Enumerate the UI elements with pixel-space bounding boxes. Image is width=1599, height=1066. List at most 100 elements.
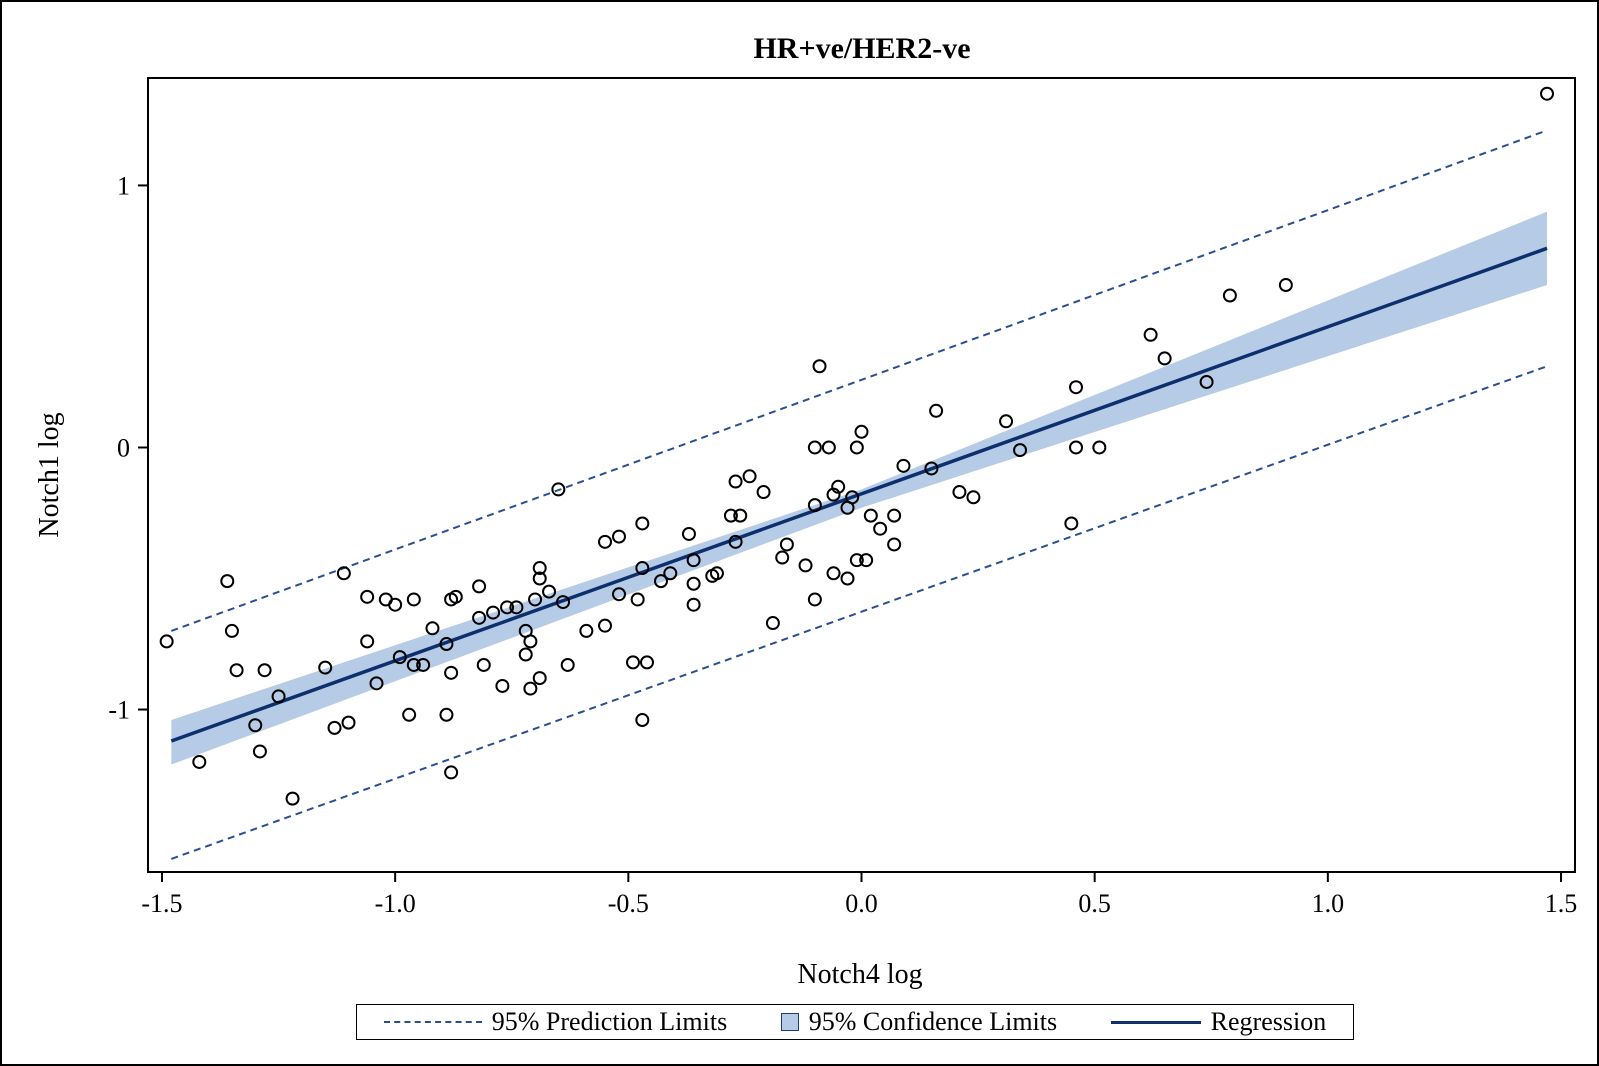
data-point [528, 592, 543, 607]
y-axis: -1 0 1 [108, 171, 148, 725]
data-point [444, 765, 459, 780]
legend-label-regression: Regression [1210, 1007, 1327, 1036]
data-point [686, 553, 701, 568]
data-point [523, 634, 538, 649]
data-point [663, 566, 678, 581]
data-point [859, 553, 874, 568]
data-point [612, 529, 627, 544]
data-point [807, 498, 822, 513]
data-point [336, 566, 351, 581]
confidence-band [171, 211, 1548, 765]
data-point [733, 508, 748, 523]
prediction-limit-lower [170, 365, 1548, 860]
data-point [686, 597, 701, 612]
data-point [849, 440, 864, 455]
data-point [318, 660, 333, 675]
data-point [812, 359, 827, 374]
data-point [630, 592, 645, 607]
data-point [224, 623, 239, 638]
data-point [271, 689, 286, 704]
regression-swatch [1110, 1020, 1201, 1024]
data-point [556, 595, 571, 610]
data-point [999, 414, 1014, 429]
x-tick-label: 0.0 [845, 889, 878, 918]
data-point [472, 579, 487, 594]
data-point [625, 655, 640, 670]
data-point [798, 558, 813, 573]
data-point [1069, 380, 1084, 395]
data-point [509, 600, 524, 615]
prediction-limit-upper [170, 129, 1548, 632]
data-point [532, 571, 547, 586]
y-axis-label: Notch1 log [34, 412, 65, 537]
data-point [887, 537, 902, 552]
data-point [1064, 516, 1079, 531]
x-tick-label: 1.0 [1312, 889, 1345, 918]
x-axis: -1.5 -1.0 -0.5 0.0 0.5 1.0 1.5 [141, 872, 1577, 918]
data-point [1199, 374, 1214, 389]
data-point [579, 623, 594, 638]
data-point [807, 592, 822, 607]
data-point [448, 589, 463, 604]
chart-title: HR+ve/HER2-ve [753, 32, 970, 65]
data-point [229, 663, 244, 678]
data-point [518, 647, 533, 662]
data-point [472, 610, 487, 625]
data-point [598, 534, 613, 549]
legend-item-confidence: 95% Confidence Limits [780, 1007, 1058, 1037]
data-point [406, 657, 421, 672]
regression-line [170, 246, 1548, 743]
data-point [402, 707, 417, 722]
data-point [476, 657, 491, 672]
legend-label-prediction: 95% Prediction Limits [491, 1007, 728, 1036]
data-point [807, 440, 822, 455]
data-point [439, 707, 454, 722]
data-point [854, 424, 869, 439]
data-point [681, 526, 696, 541]
data-point [1222, 288, 1237, 303]
data-point [252, 744, 267, 759]
data-point [1157, 351, 1172, 366]
prediction-swatch [383, 1021, 482, 1023]
x-axis-label: Notch4 log [797, 959, 922, 990]
data-point [1278, 278, 1293, 293]
legend-label-confidence: 95% Confidence Limits [808, 1007, 1058, 1036]
data-point [765, 616, 780, 631]
data-point [728, 534, 743, 549]
data-point [775, 550, 790, 565]
data-point [388, 597, 403, 612]
data-point [723, 508, 738, 523]
data-point [635, 561, 650, 576]
data-point [840, 571, 855, 586]
data-point [929, 403, 944, 418]
data-point [532, 561, 547, 576]
data-point [495, 678, 510, 693]
data-point [742, 469, 757, 484]
data-point [1069, 440, 1084, 455]
data-point [327, 720, 342, 735]
data-point [159, 634, 174, 649]
data-point [416, 657, 431, 672]
x-tick-label: 0.5 [1078, 889, 1111, 918]
regression-layer [170, 246, 1548, 743]
data-point [821, 440, 836, 455]
x-tick-label: 1.5 [1545, 889, 1578, 918]
data-point [542, 584, 557, 599]
data-point [285, 791, 300, 806]
data-point [341, 715, 356, 730]
x-tick-label: -0.5 [608, 889, 649, 918]
legend-item-prediction: 95% Prediction Limits [383, 1007, 728, 1037]
scatter-points [159, 86, 1555, 806]
data-point [532, 671, 547, 686]
data-point [863, 508, 878, 523]
data-point [500, 600, 515, 615]
data-point [887, 508, 902, 523]
data-point [639, 655, 654, 670]
data-point [248, 718, 263, 733]
data-point [598, 618, 613, 633]
data-point [220, 574, 235, 589]
data-point [831, 479, 846, 494]
confidence-band-layer [171, 211, 1548, 765]
data-point [1143, 327, 1158, 342]
data-point [369, 676, 384, 691]
